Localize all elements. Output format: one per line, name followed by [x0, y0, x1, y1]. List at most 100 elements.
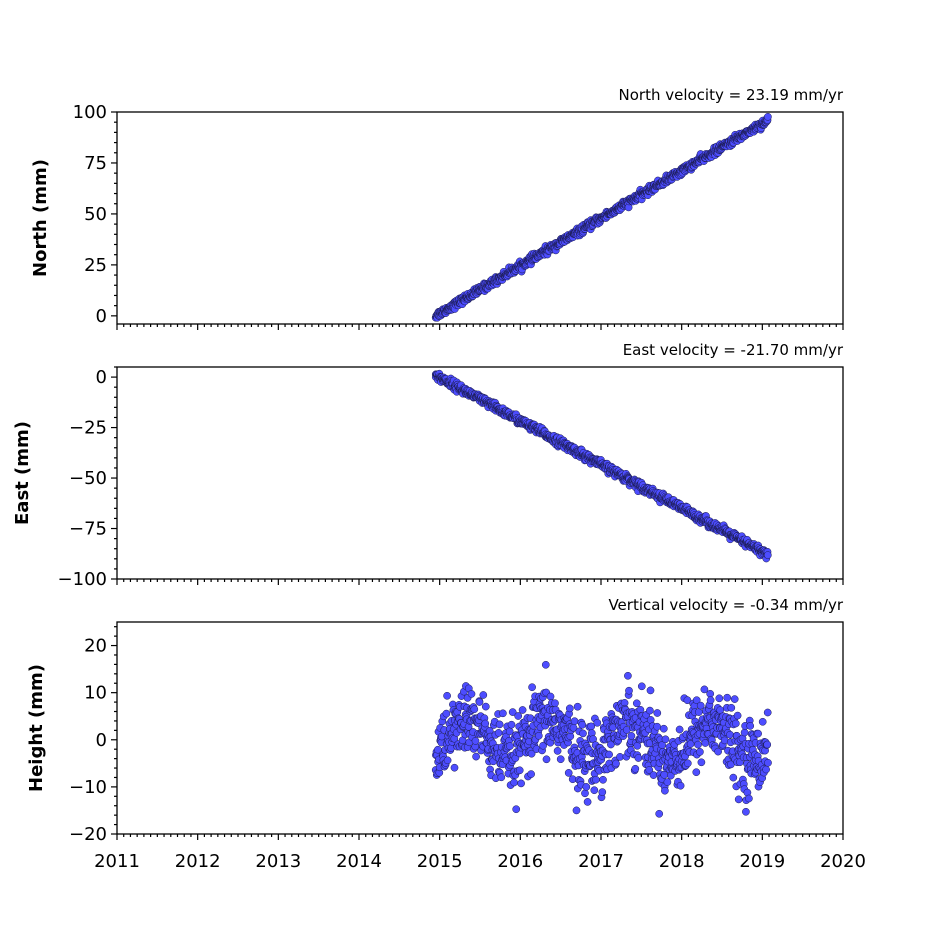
east-y-ticks: −100 −75 −50 −25 0 [58, 366, 117, 590]
data-point [467, 690, 476, 698]
y-tick-label: −20 [69, 824, 107, 845]
data-point [676, 781, 685, 790]
data-point [730, 695, 739, 703]
data-point [661, 735, 670, 744]
data-point [481, 719, 490, 728]
data-point [573, 702, 582, 711]
data-point [627, 732, 636, 740]
east-axes-frame [116, 366, 844, 580]
y-tick-label: 25 [84, 255, 107, 276]
x-tick-label: 2018 [659, 851, 705, 872]
east-panel: East velocity = -21.70 mm/yr −100−75−50−… [12, 341, 844, 590]
data-point [661, 786, 669, 795]
data-point [450, 763, 459, 772]
data-point [510, 778, 518, 787]
data-point [653, 722, 661, 731]
data-point [598, 788, 607, 796]
data-point [565, 704, 574, 713]
data-point [754, 729, 762, 738]
y-tick-label: −25 [69, 418, 107, 439]
data-point [616, 753, 624, 761]
y-tick-label: 0 [96, 730, 107, 751]
data-point [646, 706, 654, 715]
data-point [649, 771, 658, 779]
data-point [726, 730, 734, 739]
data-point [731, 719, 740, 728]
data-point [764, 758, 772, 767]
data-point [683, 759, 692, 768]
data-point [663, 778, 672, 786]
data-point [539, 741, 547, 750]
data-point [762, 765, 770, 774]
y-tick-label: 100 [73, 102, 107, 123]
x-tick-label: 2019 [739, 851, 785, 872]
data-point [764, 112, 772, 121]
data-point [481, 702, 490, 711]
data-point [697, 758, 706, 767]
y-tick-label: −10 [69, 777, 107, 798]
data-point [517, 779, 525, 788]
east-velocity-title: East velocity = -21.70 mm/yr [623, 341, 844, 359]
east-y-axis-label: East (mm) [12, 421, 33, 525]
data-point [551, 699, 559, 708]
y-tick-label: 0 [96, 306, 107, 327]
data-point [607, 740, 615, 749]
east-x-ticks [116, 579, 844, 585]
data-point [723, 693, 732, 702]
data-point [631, 764, 640, 773]
data-point [612, 759, 620, 768]
data-point [541, 660, 550, 669]
data-point [727, 703, 736, 712]
data-point [506, 742, 514, 750]
data-point [570, 717, 579, 726]
data-point [497, 773, 506, 782]
data-point [572, 806, 581, 815]
data-point [556, 755, 565, 764]
data-point [763, 551, 772, 559]
x-tick-label: 2011 [94, 851, 140, 872]
data-point [599, 775, 607, 784]
data-point [706, 689, 715, 698]
data-point [745, 794, 753, 803]
data-point [479, 691, 488, 699]
x-tick-labels: 2011 2012 2013 2014 2015 2016 2017 2018 2019 2020 [94, 851, 866, 872]
data-point [470, 705, 479, 714]
data-point [653, 709, 662, 717]
y-tick-label: −100 [58, 569, 107, 590]
y-tick-label: 0 [96, 367, 107, 388]
data-point [542, 755, 551, 764]
data-point [637, 682, 646, 691]
data-point [634, 754, 643, 762]
data-point [683, 696, 692, 705]
data-point [659, 724, 668, 733]
data-point [518, 706, 527, 714]
data-point [740, 728, 749, 737]
data-point [527, 749, 536, 758]
data-point [528, 683, 536, 692]
north-panel: North velocity = 23.19 mm/yr 0255075100 … [30, 86, 844, 330]
data-point [590, 786, 599, 795]
data-point [508, 708, 517, 716]
data-point [505, 727, 514, 736]
data-point [472, 752, 480, 761]
data-point [553, 747, 562, 755]
data-point [514, 712, 523, 720]
y-tick-label: −50 [69, 468, 107, 489]
north-axes-frame [116, 111, 844, 325]
data-point [714, 747, 722, 756]
data-point [564, 769, 573, 777]
height-y-axis-label: Height (mm) [26, 664, 47, 792]
data-point [646, 686, 655, 695]
data-point [742, 807, 750, 816]
data-point [696, 701, 705, 710]
y-tick-label: 50 [84, 204, 107, 225]
data-point [696, 748, 704, 756]
data-point [475, 698, 484, 706]
data-point [655, 809, 664, 818]
data-point [494, 729, 503, 737]
x-tick-label: 2012 [175, 851, 221, 872]
data-point [583, 798, 592, 806]
data-point [692, 696, 701, 705]
data-point [632, 699, 641, 708]
